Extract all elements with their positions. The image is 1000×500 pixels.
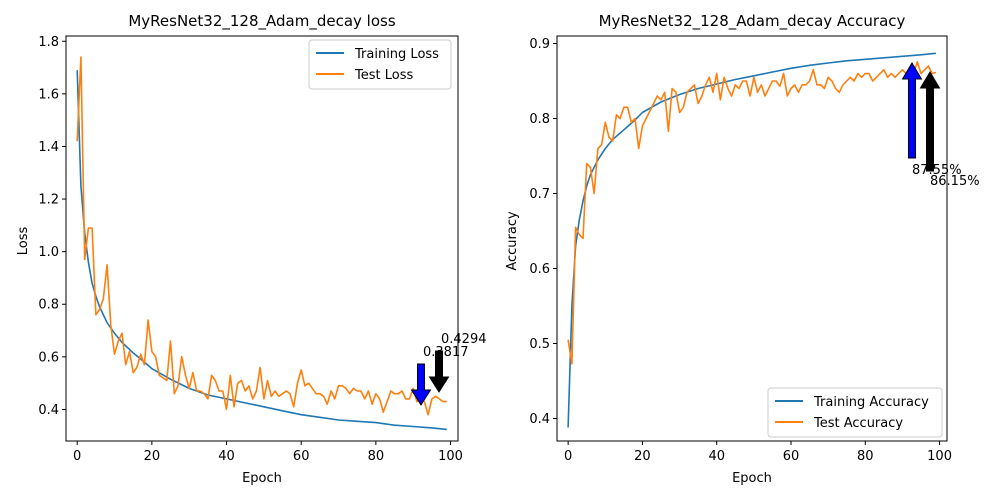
series-line-test-accuracy [567,61,937,365]
x-tick-label: 40 [708,449,725,464]
accuracy-plot-area: 0 20 40 60 80 100 0.4 0.5 0.6 0.7 0.8 0.9 87.55%86.1… [529,35,980,464]
annotation-arrow-black [428,350,450,393]
x-tick-label: 20 [144,449,161,464]
legend: Training Loss Test Loss [308,39,452,90]
x-axis-label: Epoch [242,471,282,486]
legend-label-training-loss: Training Loss [354,47,439,62]
accuracy-chart: MyResNet32_128_Adam_decay Accuracy 0 20 40… [505,12,980,486]
loss-chart: MyResNet32_128_Adam_decay loss 0 20 40 60 80… [16,12,487,486]
x-tick-label: 80 [857,449,874,464]
y-tick-label: 1.4 [38,140,59,155]
x-tick-label: 60 [293,449,310,464]
y-tick-label: 1.6 [38,87,59,102]
y-tick-label: 0.4 [529,412,550,427]
series-line-test-loss [76,56,447,416]
annotation-arrow-blue [410,363,432,406]
axes-frame [65,35,459,442]
y-tick-label: 0.7 [529,187,550,202]
legend-label-test-accuracy: Test Accuracy [813,416,903,431]
y-tick-label: 0.6 [529,262,550,277]
loss-plot-area: 0 20 40 60 80 100 0.4 0.6 0.8 1.0 1.2 1.4 1.6 1.8 0.38… [38,35,486,464]
annotation-arrow-blue [901,62,923,159]
chart-title: MyResNet32_128_Adam_decay Accuracy [599,12,906,31]
y-tick-label: 0.8 [529,112,550,127]
annotation-label: 0.4294 [441,332,487,347]
annotation-arrow-black [919,71,941,172]
x-tick-label: 80 [368,449,385,464]
x-tick-label: 60 [783,449,800,464]
annotation-label: 87.55% [912,163,962,178]
y-tick-label: 0.8 [38,298,59,313]
legend: Training Accuracy Test Accuracy [767,387,943,438]
x-tick-label: 100 [438,449,463,464]
legend-box [308,39,452,90]
x-tick-label: 20 [634,449,651,464]
annotation-label: 86.15% [930,174,980,189]
y-tick-label: 1.0 [38,245,59,260]
chart-title: MyResNet32_128_Adam_decay loss [128,12,395,31]
legend-label-test-loss: Test Loss [354,68,413,83]
x-axis-label: Epoch [732,471,772,486]
x-tick-label: 40 [218,449,235,464]
legend-box [767,387,943,438]
legend-label-training-accuracy: Training Accuracy [813,395,929,410]
y-axis-label: Loss [16,227,31,256]
y-tick-label: 0.5 [529,337,550,352]
y-tick-label: 0.9 [529,37,550,52]
x-tick-label: 0 [73,449,81,464]
y-axis-label: Accuracy [505,211,520,271]
axes-frame [556,35,948,442]
y-tick-label: 0.4 [38,403,59,418]
y-tick-label: 0.6 [38,350,59,365]
y-tick-label: 1.2 [38,193,59,208]
x-tick-label: 100 [927,449,952,464]
annotation-label: 0.3817 [423,345,469,360]
y-tick-label: 1.8 [38,35,59,50]
x-tick-label: 0 [564,449,572,464]
